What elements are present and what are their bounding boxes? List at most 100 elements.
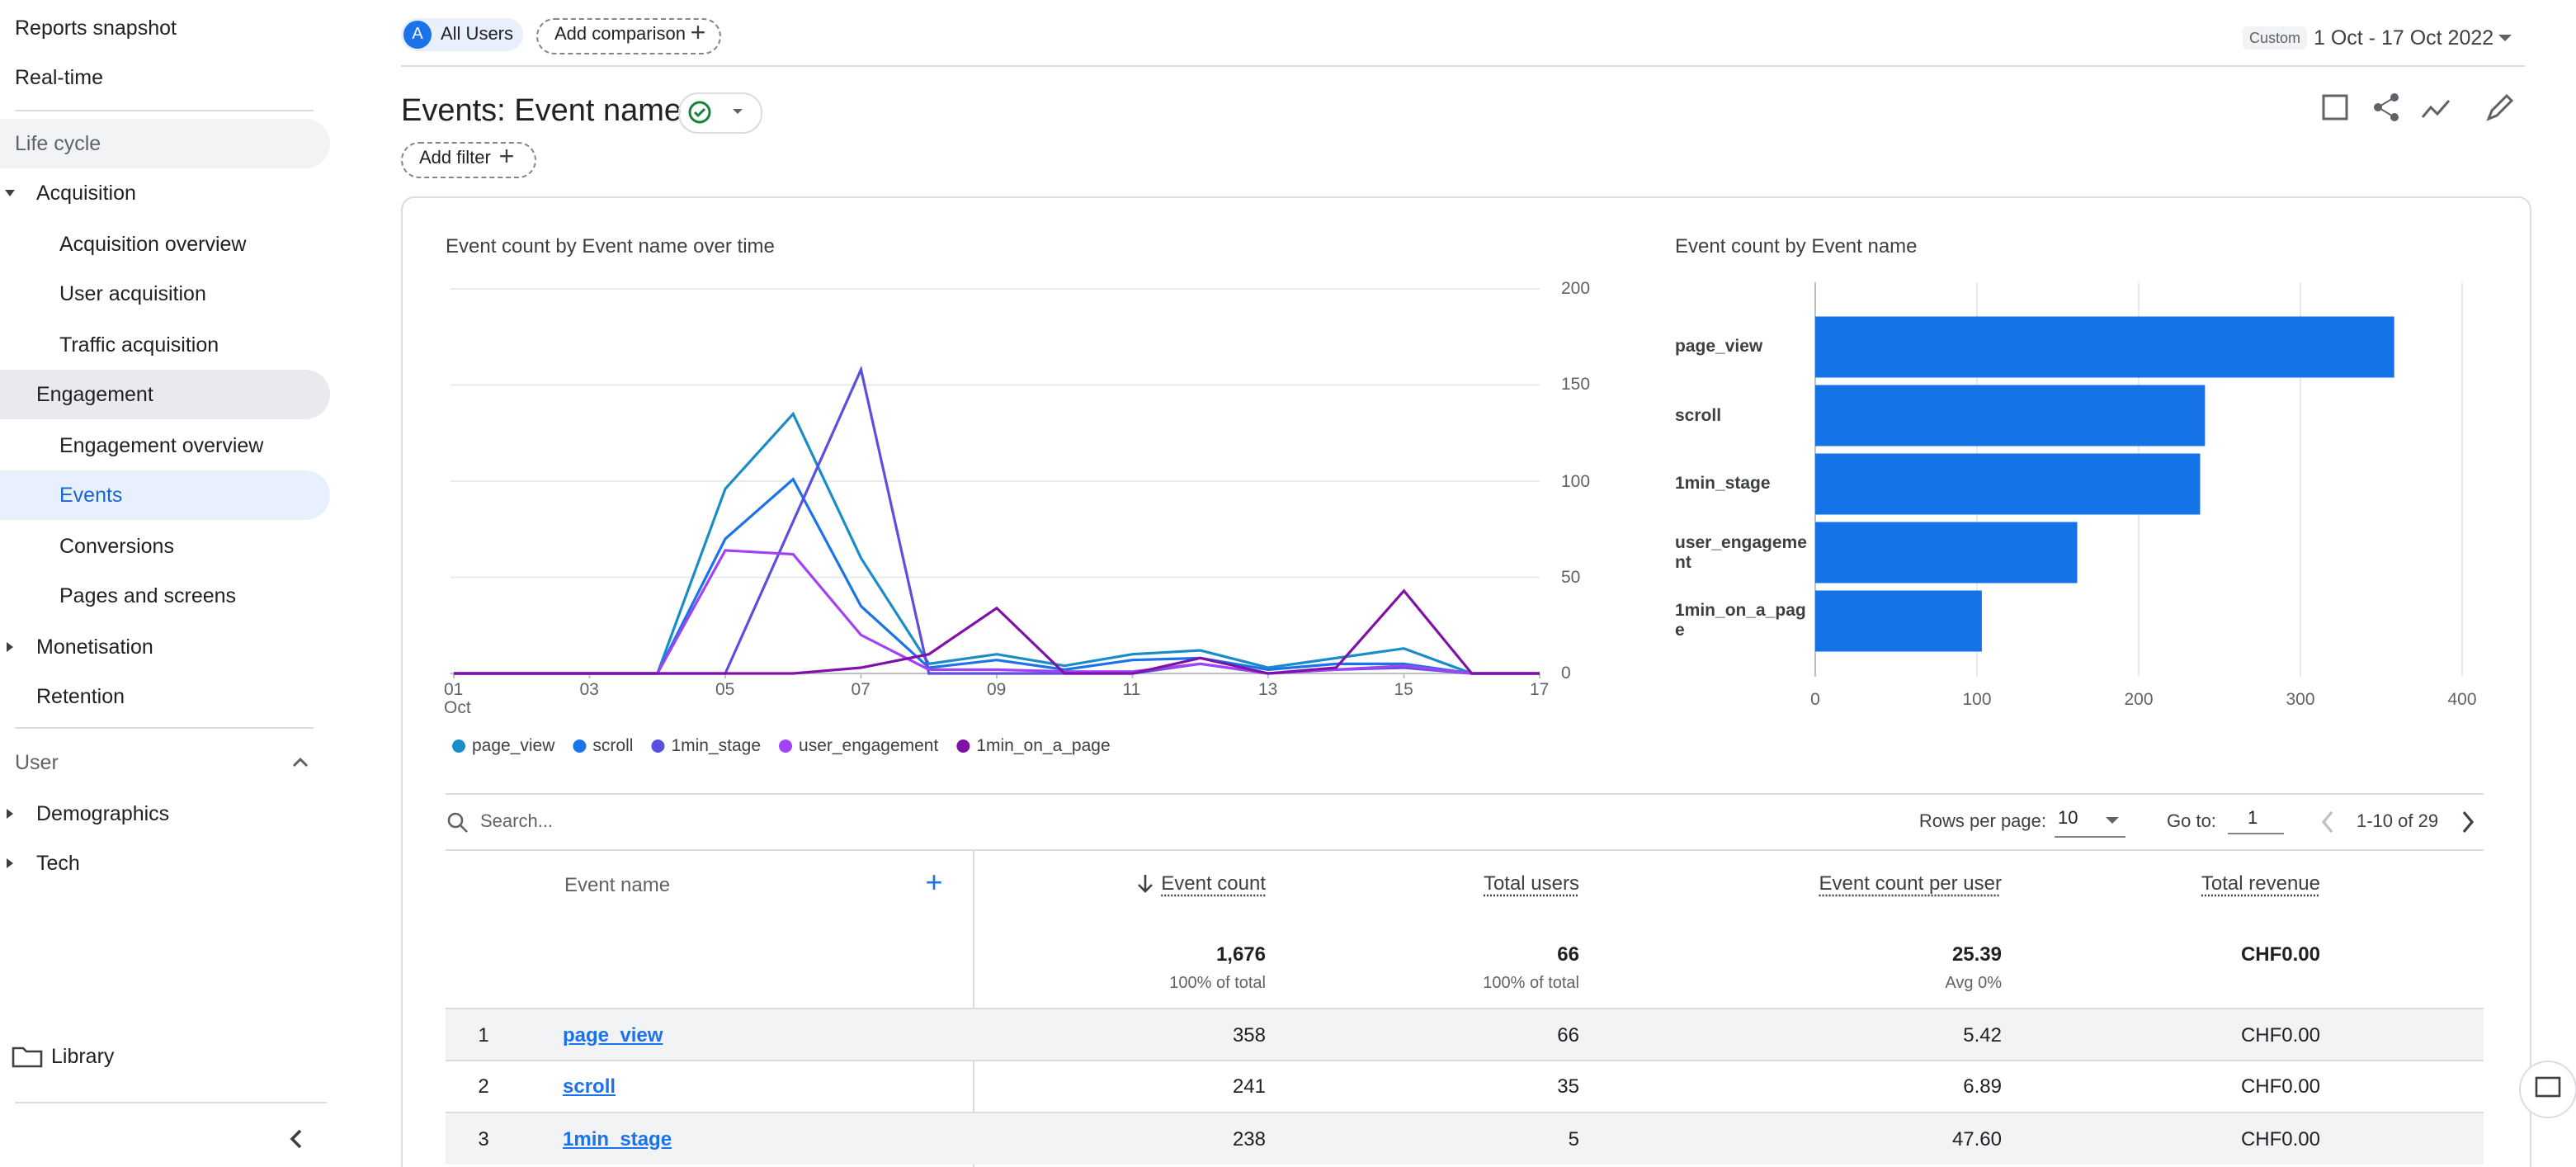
add-dimension[interactable]: + bbox=[925, 866, 943, 899]
x-tick-label: 17 bbox=[1530, 680, 1550, 700]
bar-label: 1min_on_a_page bbox=[1675, 601, 1806, 641]
x-tick-label: 07 bbox=[851, 680, 870, 700]
nav-item[interactable]: Pages and screens bbox=[59, 584, 237, 607]
event-link[interactable]: 1min_stage bbox=[563, 1127, 672, 1150]
x-tick-label: 100 bbox=[1962, 690, 1992, 710]
total-sub: 100% of total bbox=[1483, 975, 1579, 993]
cell: 5.42 bbox=[1963, 1023, 2002, 1046]
goto-input[interactable]: 1 bbox=[2248, 809, 2258, 829]
x-tick-label: 09 bbox=[987, 680, 1007, 700]
bar-label: user_engagement bbox=[1675, 532, 1807, 573]
legend-label[interactable]: user_engagement bbox=[799, 736, 939, 756]
caret-icon bbox=[7, 858, 13, 868]
legend-label[interactable]: page_view bbox=[472, 736, 555, 756]
add-filter[interactable] bbox=[401, 142, 536, 178]
share-icon[interactable] bbox=[2374, 103, 2382, 111]
total-value: CHF0.00 bbox=[2240, 943, 2320, 966]
plus: + bbox=[498, 144, 515, 172]
nav-item[interactable]: Engagement bbox=[36, 383, 153, 406]
add-filter-text[interactable]: Add filter bbox=[419, 149, 491, 168]
search[interactable]: Search... bbox=[480, 812, 554, 832]
nav-item[interactable]: Demographics bbox=[36, 802, 170, 825]
total-value: 66 bbox=[1557, 943, 1579, 966]
rows-label: Rows per page: bbox=[1918, 812, 2046, 832]
share-icon[interactable] bbox=[2390, 93, 2399, 102]
nav-item[interactable]: User bbox=[15, 751, 59, 774]
date-type: Custom bbox=[2243, 26, 2308, 50]
nav-item[interactable]: Monetisation bbox=[36, 635, 153, 659]
edit-icon[interactable] bbox=[2486, 93, 2514, 121]
x-tick-label: 0 bbox=[1810, 690, 1820, 710]
legend-label[interactable]: 1min_on_a_page bbox=[976, 736, 1111, 756]
segment-name[interactable]: All Users bbox=[441, 25, 514, 45]
column-header[interactable]: Total revenue bbox=[2201, 872, 2320, 895]
row-rank: 1 bbox=[478, 1023, 489, 1046]
legend-label[interactable]: scroll bbox=[592, 736, 634, 756]
nav-item[interactable]: Real-time bbox=[15, 66, 103, 89]
share-icon[interactable] bbox=[2390, 113, 2399, 121]
nav-item[interactable]: Conversions bbox=[59, 535, 174, 558]
share-icon[interactable] bbox=[2377, 97, 2395, 118]
nav-item[interactable]: User acquisition bbox=[59, 282, 206, 305]
nav-item[interactable]: Acquisition overview bbox=[59, 233, 247, 256]
legend-label[interactable]: 1min_stage bbox=[671, 736, 762, 756]
y-tick-label: 50 bbox=[1561, 567, 1581, 588]
rows-select[interactable]: 10 bbox=[2058, 809, 2078, 829]
chevron-icon bbox=[292, 757, 309, 768]
total-value: 1,676 bbox=[1215, 943, 1266, 966]
page-title: Events: Event name bbox=[401, 94, 682, 129]
row-rank: 2 bbox=[478, 1075, 489, 1098]
caret-icon bbox=[5, 190, 15, 196]
date-range[interactable]: 1 Oct - 17 Oct 2022 bbox=[2314, 26, 2494, 50]
status-chip[interactable] bbox=[678, 92, 762, 134]
segment-badge: A bbox=[403, 21, 432, 49]
highlight-bg bbox=[0, 370, 330, 419]
insights-icon[interactable] bbox=[2421, 100, 2451, 118]
row-rank: 3 bbox=[478, 1127, 489, 1150]
section-bg bbox=[0, 119, 330, 168]
nav-item[interactable]: Traffic acquisition bbox=[59, 333, 219, 357]
event-link[interactable]: scroll bbox=[563, 1075, 616, 1098]
cell: CHF0.00 bbox=[2240, 1127, 2320, 1150]
event-link[interactable]: page_view bbox=[563, 1023, 663, 1046]
customize-icon[interactable] bbox=[2322, 94, 2348, 120]
nav-item[interactable]: Acquisition bbox=[36, 182, 136, 205]
cell: 358 bbox=[1232, 1023, 1266, 1046]
cell: 238 bbox=[1232, 1127, 1266, 1150]
y-tick-label: 150 bbox=[1561, 375, 1591, 395]
column-header[interactable]: Event count per user bbox=[1819, 872, 2002, 895]
bar-label: 1min_stage bbox=[1675, 474, 1771, 494]
nav-item[interactable]: Retention bbox=[36, 685, 125, 708]
cell: CHF0.00 bbox=[2240, 1075, 2320, 1098]
column-header[interactable]: Event name bbox=[564, 873, 671, 896]
column-header[interactable]: Event count bbox=[1161, 872, 1266, 895]
total-sub: 100% of total bbox=[1169, 975, 1266, 993]
nav-item[interactable]: Events bbox=[59, 484, 123, 507]
nav-item[interactable]: Life cycle bbox=[15, 132, 101, 155]
x-tick-label: 01 Oct bbox=[444, 680, 471, 718]
total-value: 25.39 bbox=[1951, 943, 2002, 966]
nav-item[interactable]: Engagement overview bbox=[59, 434, 264, 457]
cell: CHF0.00 bbox=[2240, 1023, 2320, 1046]
x-tick-label: 11 bbox=[1122, 680, 1141, 700]
add-comparison[interactable] bbox=[536, 18, 721, 54]
nav-item[interactable]: Reports snapshot bbox=[15, 17, 177, 40]
x-tick-label: 13 bbox=[1258, 680, 1278, 700]
collapse-icon[interactable] bbox=[290, 1129, 302, 1149]
bar-label: scroll bbox=[1675, 405, 1722, 426]
column-header[interactable]: Total users bbox=[1483, 872, 1579, 895]
cell: 6.89 bbox=[1963, 1075, 2002, 1098]
dropdown-icon[interactable] bbox=[2498, 35, 2512, 41]
x-tick-label: 200 bbox=[2124, 690, 2154, 710]
x-tick-label: 300 bbox=[2286, 690, 2315, 710]
folder-icon bbox=[12, 1047, 43, 1068]
add-comparison-text[interactable]: Add comparison bbox=[554, 25, 686, 45]
nav-item[interactable]: Library bbox=[51, 1045, 115, 1068]
feedback-icon[interactable] bbox=[2535, 1076, 2561, 1098]
x-tick-label: 400 bbox=[2447, 690, 2477, 710]
y-tick-label: 100 bbox=[1561, 471, 1591, 491]
cell: 66 bbox=[1557, 1023, 1579, 1046]
nav-item[interactable]: Tech bbox=[36, 852, 80, 875]
